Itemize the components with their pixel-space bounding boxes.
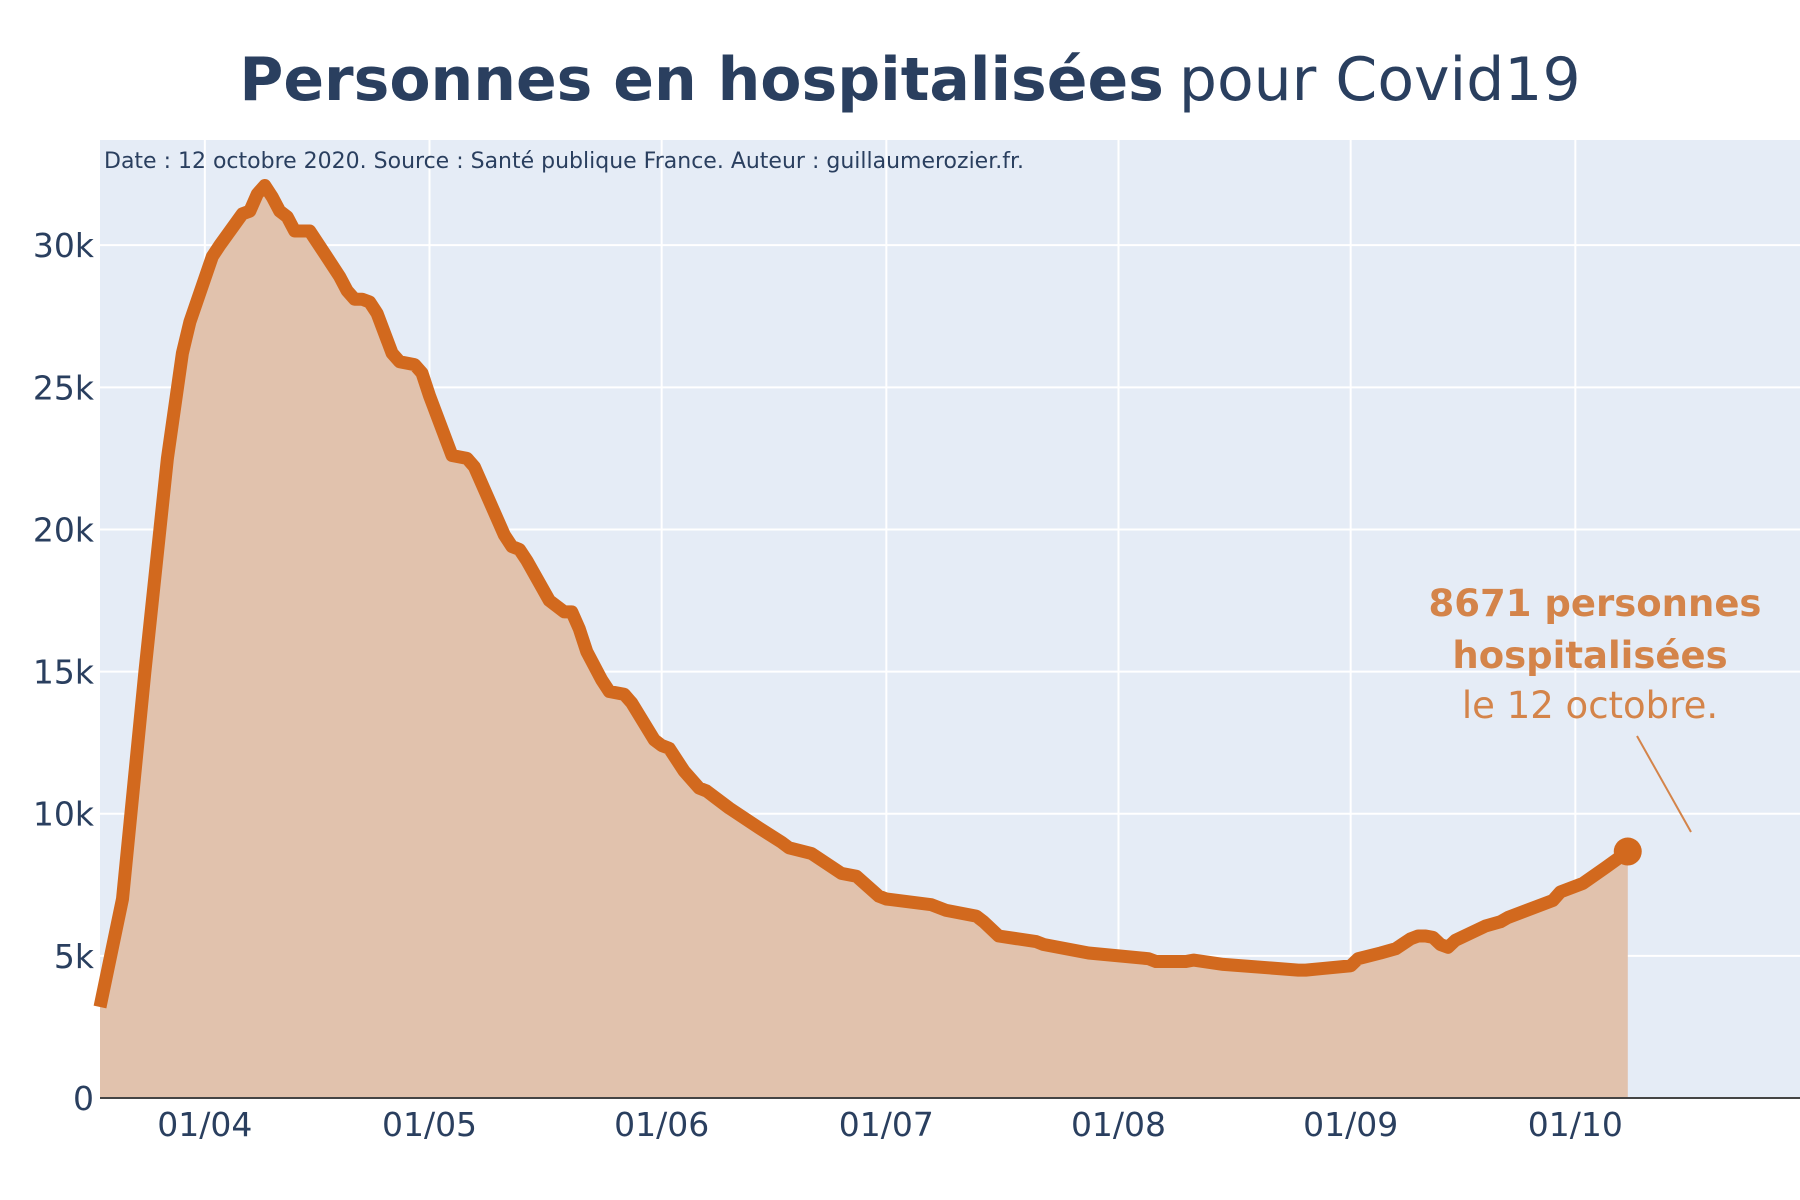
last-point-marker (1613, 837, 1642, 866)
x-tick-label: 01/10 (1528, 1105, 1623, 1144)
y-tick-label: 10k (33, 795, 95, 834)
series-line (93, 179, 1632, 1009)
x-tick-labels: 01/04 01/05 01/06 01/07 01/08 01/09 01/10 (157, 1105, 1623, 1144)
annotation-line3: le 12 octobre. (1462, 684, 1718, 727)
x-tick-label: 01/09 (1303, 1105, 1398, 1144)
x-tick-label: 01/06 (614, 1105, 709, 1144)
title-normal: pour Covid19 (1179, 45, 1581, 115)
annotation-line2: hospitalisées (1452, 634, 1727, 677)
area-layer (93, 179, 1642, 1098)
x-tick-label: 01/07 (839, 1105, 934, 1144)
y-tick-label: 20k (33, 510, 95, 549)
area-fill (100, 185, 1628, 1098)
x-tick-label: 01/04 (157, 1105, 252, 1144)
y-tick-label: 5k (54, 937, 95, 976)
y-tick-label: 0 (73, 1079, 94, 1118)
chart-title: Personnes en hospitalisées pour Covid19 (239, 45, 1580, 115)
y-tick-label: 15k (33, 653, 95, 692)
x-tick-label: 01/08 (1071, 1105, 1166, 1144)
annotation: 8671 personnes hospitalisées le 12 octob… (1429, 582, 1762, 833)
y-tick-label: 30k (33, 226, 95, 265)
y-tick-labels: 0 5k 10k 15k 20k 25k 30k (33, 226, 95, 1118)
annotation-arrow (1636, 735, 1692, 833)
y-tick-label: 25k (33, 368, 95, 407)
annotation-line1: 8671 personnes (1429, 582, 1762, 625)
x-tick-label: 01/05 (382, 1105, 477, 1144)
title-bold: Personnes en hospitalisées (239, 45, 1164, 115)
source-note: Date : 12 octobre 2020. Source : Santé p… (104, 149, 1024, 174)
